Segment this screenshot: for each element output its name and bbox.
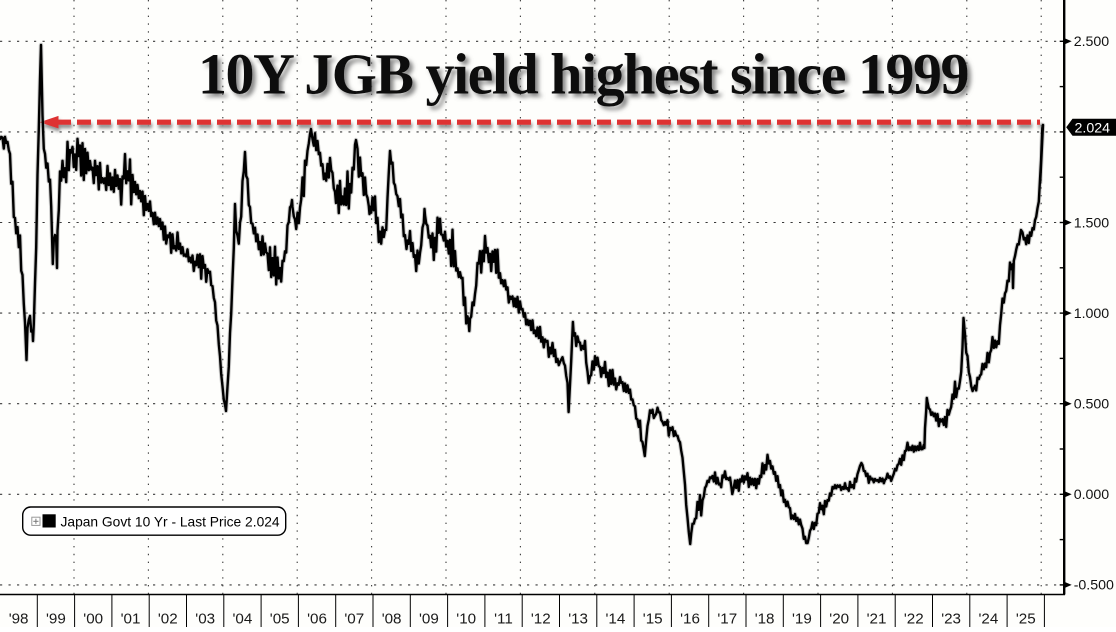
svg-text:2.500: 2.500 [1074, 34, 1110, 50]
svg-text:'08: '08 [382, 611, 402, 628]
svg-text:'04: '04 [233, 611, 253, 628]
svg-text:'23: '23 [941, 611, 961, 628]
svg-text:-0.500: -0.500 [1074, 578, 1114, 594]
svg-text:'06: '06 [307, 611, 327, 628]
svg-text:'10: '10 [456, 611, 476, 628]
svg-text:'05: '05 [270, 611, 290, 628]
svg-text:0.500: 0.500 [1074, 397, 1110, 413]
svg-text:0.000: 0.000 [1074, 487, 1110, 503]
svg-text:'03: '03 [195, 611, 215, 628]
svg-text:'18: '18 [755, 611, 775, 628]
svg-text:'24: '24 [979, 611, 999, 628]
svg-text:'22: '22 [904, 611, 924, 628]
svg-text:'19: '19 [792, 611, 812, 628]
svg-text:'00: '00 [83, 611, 103, 628]
svg-text:'20: '20 [829, 611, 849, 628]
svg-text:'13: '13 [568, 611, 588, 628]
svg-text:2.024: 2.024 [1075, 120, 1111, 136]
svg-text:'15: '15 [643, 611, 663, 628]
svg-text:'07: '07 [344, 611, 364, 628]
svg-text:'98: '98 [9, 611, 29, 628]
svg-text:'14: '14 [606, 611, 626, 628]
svg-text:'17: '17 [717, 611, 737, 628]
svg-text:'09: '09 [419, 611, 439, 628]
svg-text:'16: '16 [680, 611, 700, 628]
svg-text:'99: '99 [46, 611, 66, 628]
svg-text:'01: '01 [121, 611, 141, 628]
svg-text:'25: '25 [1016, 611, 1036, 628]
svg-text:1.000: 1.000 [1074, 306, 1110, 322]
svg-text:1.500: 1.500 [1074, 215, 1110, 231]
svg-text:'21: '21 [867, 611, 887, 628]
svg-text:'12: '12 [531, 611, 551, 628]
svg-text:'11: '11 [494, 611, 513, 628]
svg-text:Japan Govt 10 Yr - Last Price: Japan Govt 10 Yr - Last Price 2.024 [61, 514, 280, 529]
svg-text:10Y JGB yield highest since 19: 10Y JGB yield highest since 1999 [198, 42, 968, 107]
svg-text:'02: '02 [158, 611, 178, 628]
